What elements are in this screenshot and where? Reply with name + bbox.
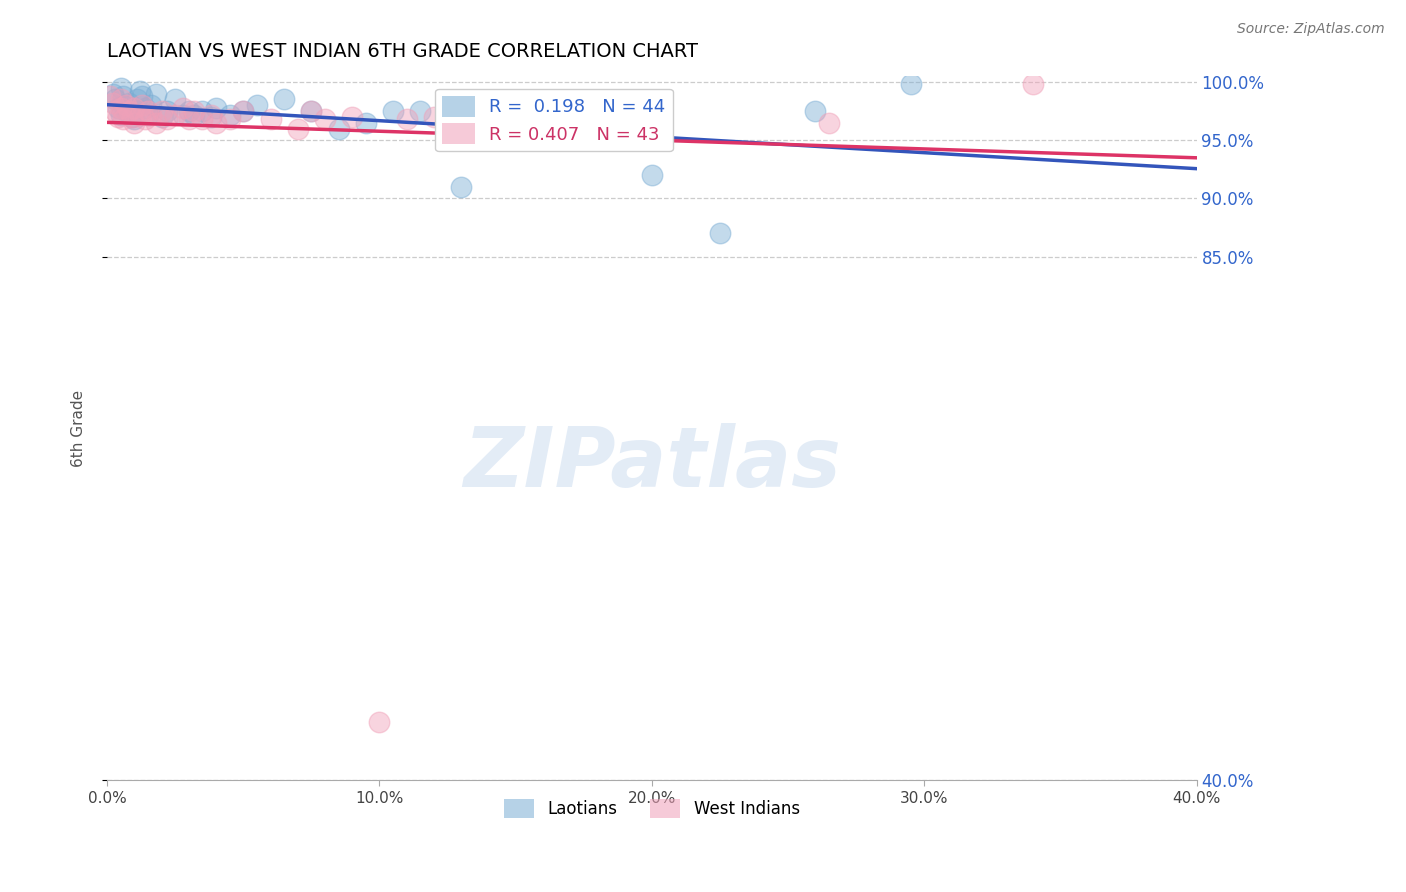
Point bbox=[177, 104, 200, 119]
Point bbox=[110, 107, 132, 121]
Point bbox=[165, 93, 187, 107]
Point bbox=[101, 95, 124, 110]
Point bbox=[124, 101, 146, 115]
Text: LAOTIAN VS WEST INDIAN 6TH GRADE CORRELATION CHART: LAOTIAN VS WEST INDIAN 6TH GRADE CORRELA… bbox=[107, 42, 697, 61]
Point bbox=[232, 104, 254, 119]
Point bbox=[124, 104, 146, 119]
Point bbox=[125, 93, 148, 107]
Point bbox=[423, 110, 446, 124]
Point bbox=[115, 104, 138, 119]
Point bbox=[128, 107, 150, 121]
Point bbox=[232, 104, 254, 119]
Point bbox=[139, 107, 162, 121]
Point bbox=[572, 116, 595, 130]
Point bbox=[112, 98, 135, 112]
Point bbox=[110, 93, 132, 107]
Point bbox=[287, 121, 309, 136]
Point bbox=[900, 78, 922, 92]
Point bbox=[145, 116, 167, 130]
Point bbox=[314, 112, 336, 127]
Point bbox=[172, 101, 194, 115]
Point bbox=[177, 112, 200, 127]
Text: ZIPatlas: ZIPatlas bbox=[463, 423, 841, 504]
Point bbox=[104, 93, 127, 107]
Point bbox=[368, 715, 391, 730]
Y-axis label: 6th Grade: 6th Grade bbox=[72, 390, 86, 467]
Point bbox=[112, 89, 135, 103]
Point bbox=[115, 98, 138, 112]
Point bbox=[139, 98, 162, 112]
Point bbox=[354, 116, 377, 130]
Point bbox=[107, 101, 129, 115]
Point bbox=[709, 227, 731, 241]
Point bbox=[150, 110, 173, 124]
Point bbox=[165, 107, 187, 121]
Point bbox=[299, 104, 322, 119]
Point bbox=[200, 110, 222, 124]
Point bbox=[531, 112, 554, 127]
Point bbox=[477, 104, 499, 119]
Point bbox=[183, 107, 205, 121]
Point bbox=[200, 107, 222, 121]
Point bbox=[112, 112, 135, 127]
Point bbox=[409, 104, 432, 119]
Point bbox=[136, 104, 159, 119]
Point bbox=[104, 104, 127, 119]
Point bbox=[118, 104, 141, 119]
Point bbox=[450, 179, 472, 194]
Point bbox=[1022, 78, 1045, 92]
Text: Source: ZipAtlas.com: Source: ZipAtlas.com bbox=[1237, 22, 1385, 37]
Point bbox=[218, 107, 240, 121]
Legend: Laotians, West Indians: Laotians, West Indians bbox=[498, 792, 807, 825]
Point bbox=[134, 101, 156, 115]
Point bbox=[124, 116, 146, 130]
Point bbox=[98, 89, 121, 103]
Point bbox=[218, 112, 240, 127]
Point bbox=[299, 104, 322, 119]
Point bbox=[118, 95, 141, 110]
Point bbox=[150, 104, 173, 119]
Point bbox=[101, 87, 124, 101]
Point bbox=[395, 112, 418, 127]
Point bbox=[205, 101, 228, 115]
Point bbox=[259, 112, 281, 127]
Point bbox=[191, 104, 214, 119]
Point bbox=[804, 104, 827, 119]
Point bbox=[273, 93, 295, 107]
Point bbox=[107, 110, 129, 124]
Point bbox=[586, 104, 609, 119]
Point bbox=[183, 104, 205, 119]
Point bbox=[110, 101, 132, 115]
Point bbox=[205, 116, 228, 130]
Point bbox=[156, 104, 179, 119]
Point bbox=[641, 101, 664, 115]
Point bbox=[328, 121, 350, 136]
Point bbox=[110, 80, 132, 95]
Point bbox=[134, 112, 156, 127]
Point bbox=[246, 98, 269, 112]
Point bbox=[121, 110, 143, 124]
Point bbox=[156, 112, 179, 127]
Point bbox=[382, 104, 405, 119]
Point bbox=[128, 84, 150, 98]
Point bbox=[172, 107, 194, 121]
Point bbox=[342, 110, 364, 124]
Point bbox=[818, 116, 841, 130]
Point bbox=[124, 112, 146, 127]
Point bbox=[131, 98, 153, 112]
Point bbox=[505, 104, 527, 119]
Point bbox=[131, 89, 153, 103]
Point bbox=[136, 107, 159, 121]
Point bbox=[191, 112, 214, 127]
Point bbox=[121, 110, 143, 124]
Point bbox=[145, 87, 167, 101]
Point bbox=[641, 168, 664, 182]
